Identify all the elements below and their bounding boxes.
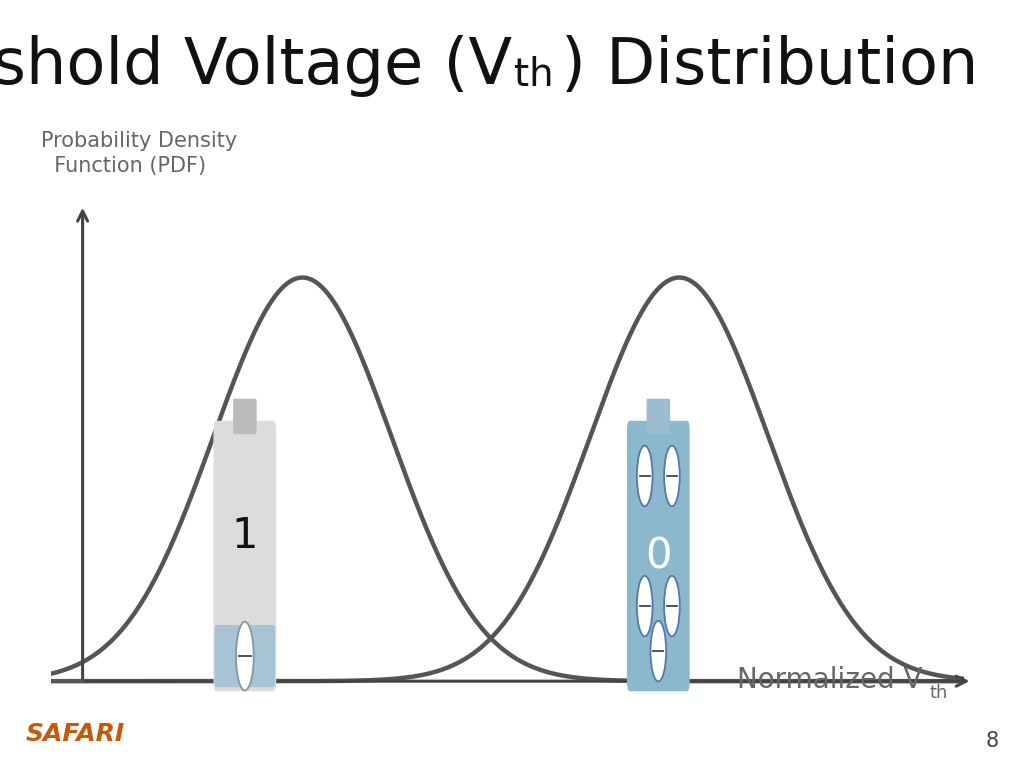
Circle shape (637, 576, 652, 637)
Text: SAFARI: SAFARI (26, 723, 125, 746)
Text: 0: 0 (645, 535, 672, 577)
Text: Normalized V: Normalized V (737, 666, 923, 694)
Text: 1: 1 (231, 515, 258, 557)
Circle shape (650, 621, 667, 681)
Text: ) Distribution: ) Distribution (561, 35, 979, 97)
Text: th: th (514, 56, 554, 94)
FancyBboxPatch shape (214, 625, 275, 687)
Text: th: th (930, 684, 948, 702)
FancyBboxPatch shape (646, 399, 670, 434)
Circle shape (665, 445, 680, 506)
Circle shape (637, 445, 652, 506)
FancyBboxPatch shape (213, 421, 276, 691)
FancyBboxPatch shape (627, 421, 690, 691)
Circle shape (665, 576, 680, 637)
Text: Probability Density
  Function (PDF): Probability Density Function (PDF) (41, 131, 238, 176)
Text: Threshold Voltage (V: Threshold Voltage (V (0, 35, 512, 97)
Circle shape (236, 622, 254, 690)
Text: 8: 8 (985, 731, 998, 751)
FancyBboxPatch shape (233, 399, 257, 434)
